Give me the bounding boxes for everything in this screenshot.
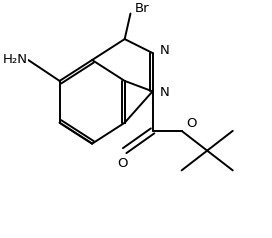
Text: O: O — [186, 117, 197, 130]
Text: O: O — [117, 157, 128, 170]
Text: Br: Br — [135, 2, 150, 15]
Text: H₂N: H₂N — [3, 54, 28, 66]
Text: N: N — [160, 86, 169, 99]
Text: N: N — [160, 44, 169, 57]
